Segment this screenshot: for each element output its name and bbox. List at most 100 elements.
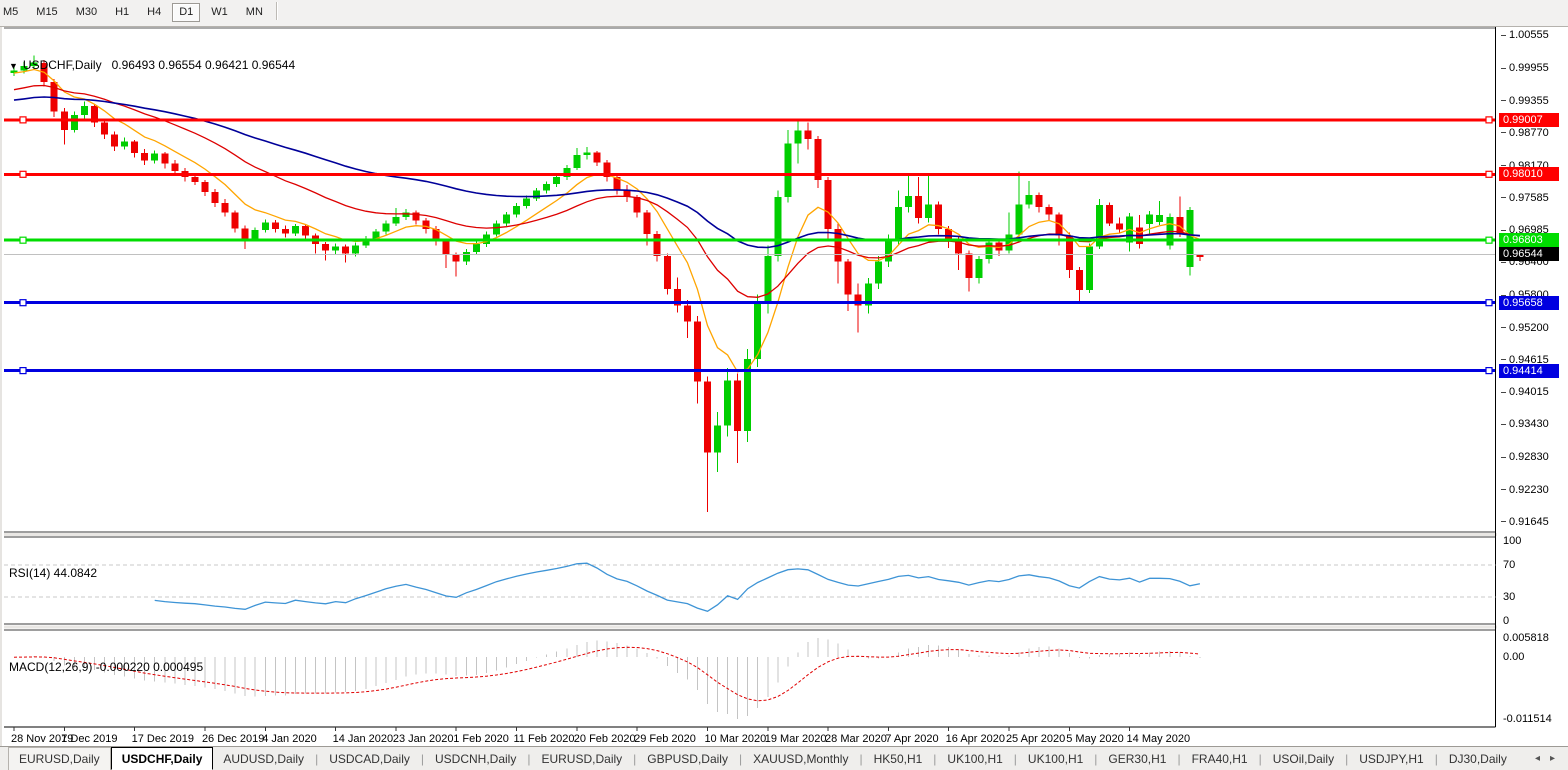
date-label: 16 Apr 2020 (946, 733, 1005, 745)
tab-separator: | (527, 751, 531, 766)
chart-tab-uk100-h1[interactable]: UK100,H1 (947, 751, 1003, 766)
symbol-dropdown-icon[interactable]: ▼ (9, 61, 18, 71)
date-label: 14 May 2020 (1127, 733, 1191, 745)
price-tick-label: 1.00555 (1501, 29, 1549, 42)
pane-borders (4, 27, 1497, 728)
price-tick-label: 0.98770 (1501, 127, 1549, 140)
date-label: 26 Dec 2019 (202, 733, 264, 745)
date-label: 23 Jan 2020 (393, 733, 454, 745)
tab-separator: | (315, 751, 319, 766)
price-badge-0.94414: 0.94414 (1499, 363, 1559, 378)
macd-indicator-label: MACD(12,26,9) -0.000220 0.000495 (9, 660, 204, 674)
chart-tab-bar: EURUSD,Daily USDCHF,Daily AUDUSD,Daily | USD… (0, 746, 1568, 770)
rsi-scale-label: 70 (1503, 559, 1516, 571)
timeframe-button-d1[interactable]: D1 (172, 3, 201, 22)
hline-object-0.95658[interactable] (4, 299, 1496, 307)
price-tick-label: 0.95200 (1501, 322, 1549, 335)
hline-object-0.94414[interactable] (4, 367, 1496, 375)
price-axis: 1.00555 0.99955 0.99355 0.98770 0.98170 0.975… (1497, 27, 1568, 746)
date-label: 14 Jan 2020 (333, 733, 394, 745)
chart-tab-ger30-h1[interactable]: GER30,H1 (1108, 751, 1167, 766)
date-label: 7 Dec 2019 (61, 733, 117, 745)
macd-pane (13, 638, 1201, 719)
rsi-indicator-label: RSI(14) 44.0842 (9, 566, 98, 580)
price-tick-label: 0.94615 (1501, 354, 1549, 367)
toolbar-separator (275, 1, 278, 20)
rsi-scale-label: 0 (1503, 615, 1510, 627)
chart-title: ▼ USDCHF,Daily 0.96493 0.96554 0.96421 0.9… (9, 58, 295, 72)
chart-plot-area[interactable]: 28 Nov 2019 7 Dec 2019 17 Dec 2019 26 Dec 2… (4, 27, 1497, 746)
tab-scroll-left-icon[interactable]: ◂ (1534, 753, 1540, 764)
date-label: 19 Mar 2020 (765, 733, 827, 745)
tab-separator: | (1094, 751, 1098, 766)
date-label: 28 Nov 2019 (11, 733, 73, 745)
tab-scroll-buttons: ◂ ▸ (1530, 747, 1568, 770)
tab-separator: | (1258, 751, 1262, 766)
timeframe-button-m30[interactable]: M30 (75, 6, 98, 18)
rsi-pane (4, 562, 1496, 613)
price-tick-label: 0.92230 (1501, 484, 1549, 497)
chart-tab-usdcnh-daily[interactable]: USDCNH,Daily (435, 751, 517, 766)
current-price-badge: 0.96544 (1499, 247, 1559, 262)
chart-tab-hk50-h1[interactable]: HK50,H1 (873, 751, 923, 766)
price-tick-label: 0.92830 (1501, 451, 1549, 464)
price-badge-0.99007: 0.99007 (1499, 112, 1559, 127)
timeframe-button-m5[interactable]: M5 (3, 6, 19, 18)
timeframe-button-h4[interactable]: H4 (147, 6, 162, 18)
rsi-scale-label: 30 (1503, 591, 1516, 603)
timeframe-button-h1[interactable]: H1 (115, 6, 130, 18)
candle-series (10, 55, 1204, 513)
tab-separator: | (1345, 751, 1349, 766)
tab-scroll-right-icon[interactable]: ▸ (1549, 753, 1555, 764)
chart-tab-usdcad-daily[interactable]: USDCAD,Daily (329, 751, 410, 766)
chart-tab-eurusd-daily[interactable]: EURUSD,Daily (541, 751, 623, 766)
chart-tab-eurusd-daily[interactable]: EURUSD,Daily (8, 747, 111, 770)
macd-scale-label: 0.005818 (1503, 632, 1549, 644)
hline-object-0.96803[interactable] (4, 236, 1496, 244)
chart-tab-xauusd-monthly[interactable]: XAUUSD,Monthly (753, 751, 849, 766)
moving-average-line-24 (13, 84, 1201, 298)
chart-ohlc-values: 0.96493 0.96554 0.96421 0.96544 (111, 58, 296, 72)
price-tick-label: 0.91645 (1501, 516, 1549, 529)
date-label: 11 Feb 2020 (514, 733, 575, 745)
tab-separator: | (1013, 751, 1017, 766)
chart-tab-usoil-daily[interactable]: USOil,Daily (1272, 751, 1335, 766)
date-label: 29 Feb 2020 (634, 733, 696, 745)
timeframe-button-mn[interactable]: MN (245, 6, 263, 18)
date-label: 5 May 2020 (1066, 733, 1123, 745)
macd-signal-line (13, 646, 1200, 702)
date-label: 4 Jan 2020 (262, 733, 316, 745)
price-tick-label: 0.99955 (1501, 62, 1549, 75)
timeframe-toolbar: M5 M15 M30 H1 H4 D1 W1 MN (0, 0, 1568, 27)
tab-separator: | (738, 751, 743, 766)
tab-separator: | (633, 751, 637, 766)
timeframe-button-m15[interactable]: M15 (36, 6, 58, 18)
chart-window: 28 Nov 2019 7 Dec 2019 17 Dec 2019 26 Dec 2… (0, 27, 1568, 746)
price-badge-0.96803: 0.96803 (1499, 233, 1559, 248)
date-label: 7 Apr 2020 (885, 733, 938, 745)
hline-object-0.98010[interactable] (4, 170, 1496, 178)
chart-tab-gbpusd-daily[interactable]: GBPUSD,Daily (647, 751, 728, 766)
chart-symbol-label: USDCHF,Daily (22, 58, 102, 72)
timeframe-button-w1[interactable]: W1 (211, 6, 228, 18)
chart-tab-dj30-daily[interactable]: DJ30,Daily (1448, 751, 1507, 766)
chart-tab-usdchf-daily[interactable]: USDCHF,Daily (110, 747, 214, 770)
macd-scale-label: -0.011514 (1503, 713, 1552, 725)
price-badge-0.95658: 0.95658 (1499, 295, 1559, 310)
date-label: 10 Mar 2020 (704, 733, 766, 745)
price-badge-0.98010: 0.98010 (1499, 167, 1559, 182)
tab-separator: | (1434, 751, 1438, 766)
chart-tab-audusd-daily[interactable]: AUDUSD,Daily (223, 751, 305, 766)
chart-tab-uk100-h1[interactable]: UK100,H1 (1027, 751, 1084, 766)
chart-tab-usdjpy-h1[interactable]: USDJPY,H1 (1359, 751, 1424, 766)
chart-tab-fra40-h1[interactable]: FRA40,H1 (1191, 751, 1248, 766)
price-tick-label: 0.94015 (1501, 386, 1549, 399)
tab-separator: | (1177, 751, 1181, 766)
hline-object-0.99007[interactable] (4, 116, 1496, 124)
rsi-line (154, 562, 1201, 613)
price-tick-label: 0.93430 (1501, 418, 1549, 431)
tab-separator: | (420, 751, 424, 766)
